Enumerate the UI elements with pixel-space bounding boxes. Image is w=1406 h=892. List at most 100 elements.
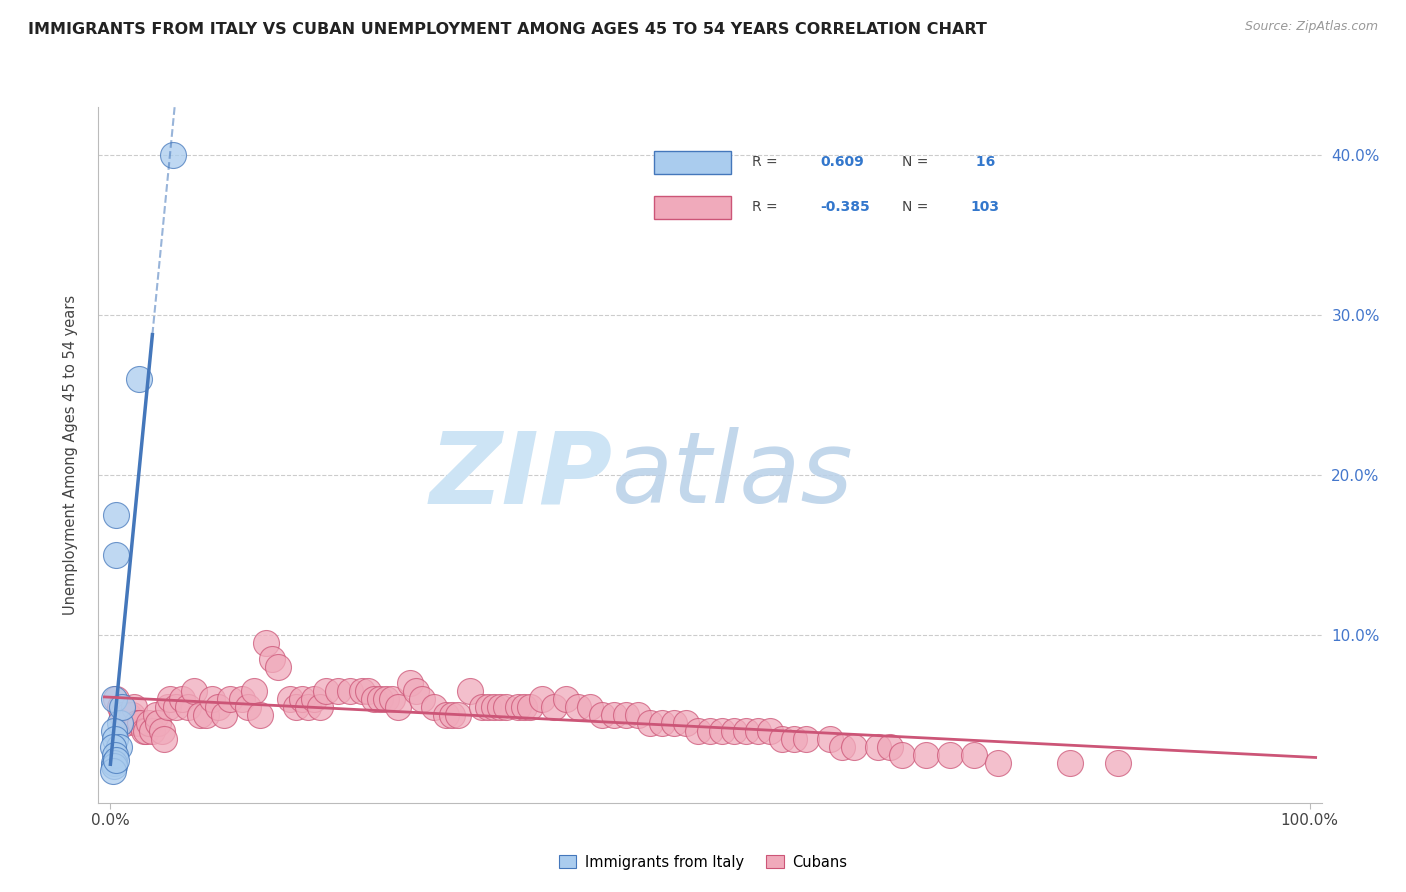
Point [278,691,301,706]
Point [831,739,853,754]
Point [339,683,361,698]
Point [458,683,481,698]
Point [238,699,260,714]
Point [1059,756,1081,770]
Point [915,747,938,762]
Point [352,683,374,698]
Point [489,699,512,714]
Point [315,683,337,698]
Point [138,715,160,730]
Point [399,676,422,690]
Point [129,715,152,730]
Text: ZIP: ZIP [429,427,612,524]
Point [818,731,841,746]
Point [651,715,673,730]
Point [162,148,184,162]
Point [291,691,314,706]
Point [555,691,578,706]
Point [423,699,446,714]
Point [513,699,536,714]
Point [124,699,146,714]
Point [207,699,229,714]
Point [328,683,350,698]
Point [842,739,865,754]
Point [735,723,758,738]
Point [747,723,769,738]
Point [405,683,427,698]
Point [201,691,224,706]
Point [441,707,464,722]
Point [297,699,319,714]
Point [135,723,157,738]
Point [770,731,793,746]
Point [114,715,136,730]
Point [103,691,125,706]
Point [579,699,602,714]
Point [101,764,124,778]
Point [627,707,650,722]
Point [231,691,253,706]
Point [132,723,155,738]
Point [387,699,409,714]
Point [434,707,457,722]
Point [103,723,125,738]
Point [939,747,962,762]
Point [495,699,517,714]
Point [125,715,148,730]
Point [195,707,218,722]
Point [243,683,266,698]
Point [482,699,505,714]
Point [117,707,139,722]
Point [108,699,131,714]
Point [477,699,499,714]
Point [101,739,124,754]
Point [638,715,661,730]
Point [890,747,912,762]
Point [105,548,128,562]
Point [368,691,391,706]
Point [759,723,782,738]
Text: atlas: atlas [612,427,853,524]
Point [219,691,242,706]
Point [111,699,134,714]
Point [662,715,685,730]
Point [165,699,187,714]
Point [121,707,143,722]
Point [128,372,150,386]
Point [304,691,326,706]
Point [177,699,200,714]
Point [614,707,637,722]
Legend: Immigrants from Italy, Cubans: Immigrants from Italy, Cubans [553,849,853,876]
Point [249,707,271,722]
Point [711,723,734,738]
Point [471,699,494,714]
Point [794,731,817,746]
Point [214,707,236,722]
Point [519,699,541,714]
Point [375,691,398,706]
Point [141,723,163,738]
Point [188,707,212,722]
Point [879,739,901,754]
Point [148,715,170,730]
Point [156,699,179,714]
Point [105,753,128,767]
Point [363,691,385,706]
Point [285,699,308,714]
Point [543,699,565,714]
Point [108,739,131,754]
Point [963,747,986,762]
Point [783,731,806,746]
Point [699,723,721,738]
Point [381,691,404,706]
Text: IMMIGRANTS FROM ITALY VS CUBAN UNEMPLOYMENT AMONG AGES 45 TO 54 YEARS CORRELATIO: IMMIGRANTS FROM ITALY VS CUBAN UNEMPLOYM… [28,22,987,37]
Point [357,683,380,698]
Point [183,683,205,698]
Point [591,707,613,722]
Point [172,691,194,706]
Point [987,756,1010,770]
Point [411,691,433,706]
Point [262,652,284,666]
Point [686,723,709,738]
Point [267,660,290,674]
